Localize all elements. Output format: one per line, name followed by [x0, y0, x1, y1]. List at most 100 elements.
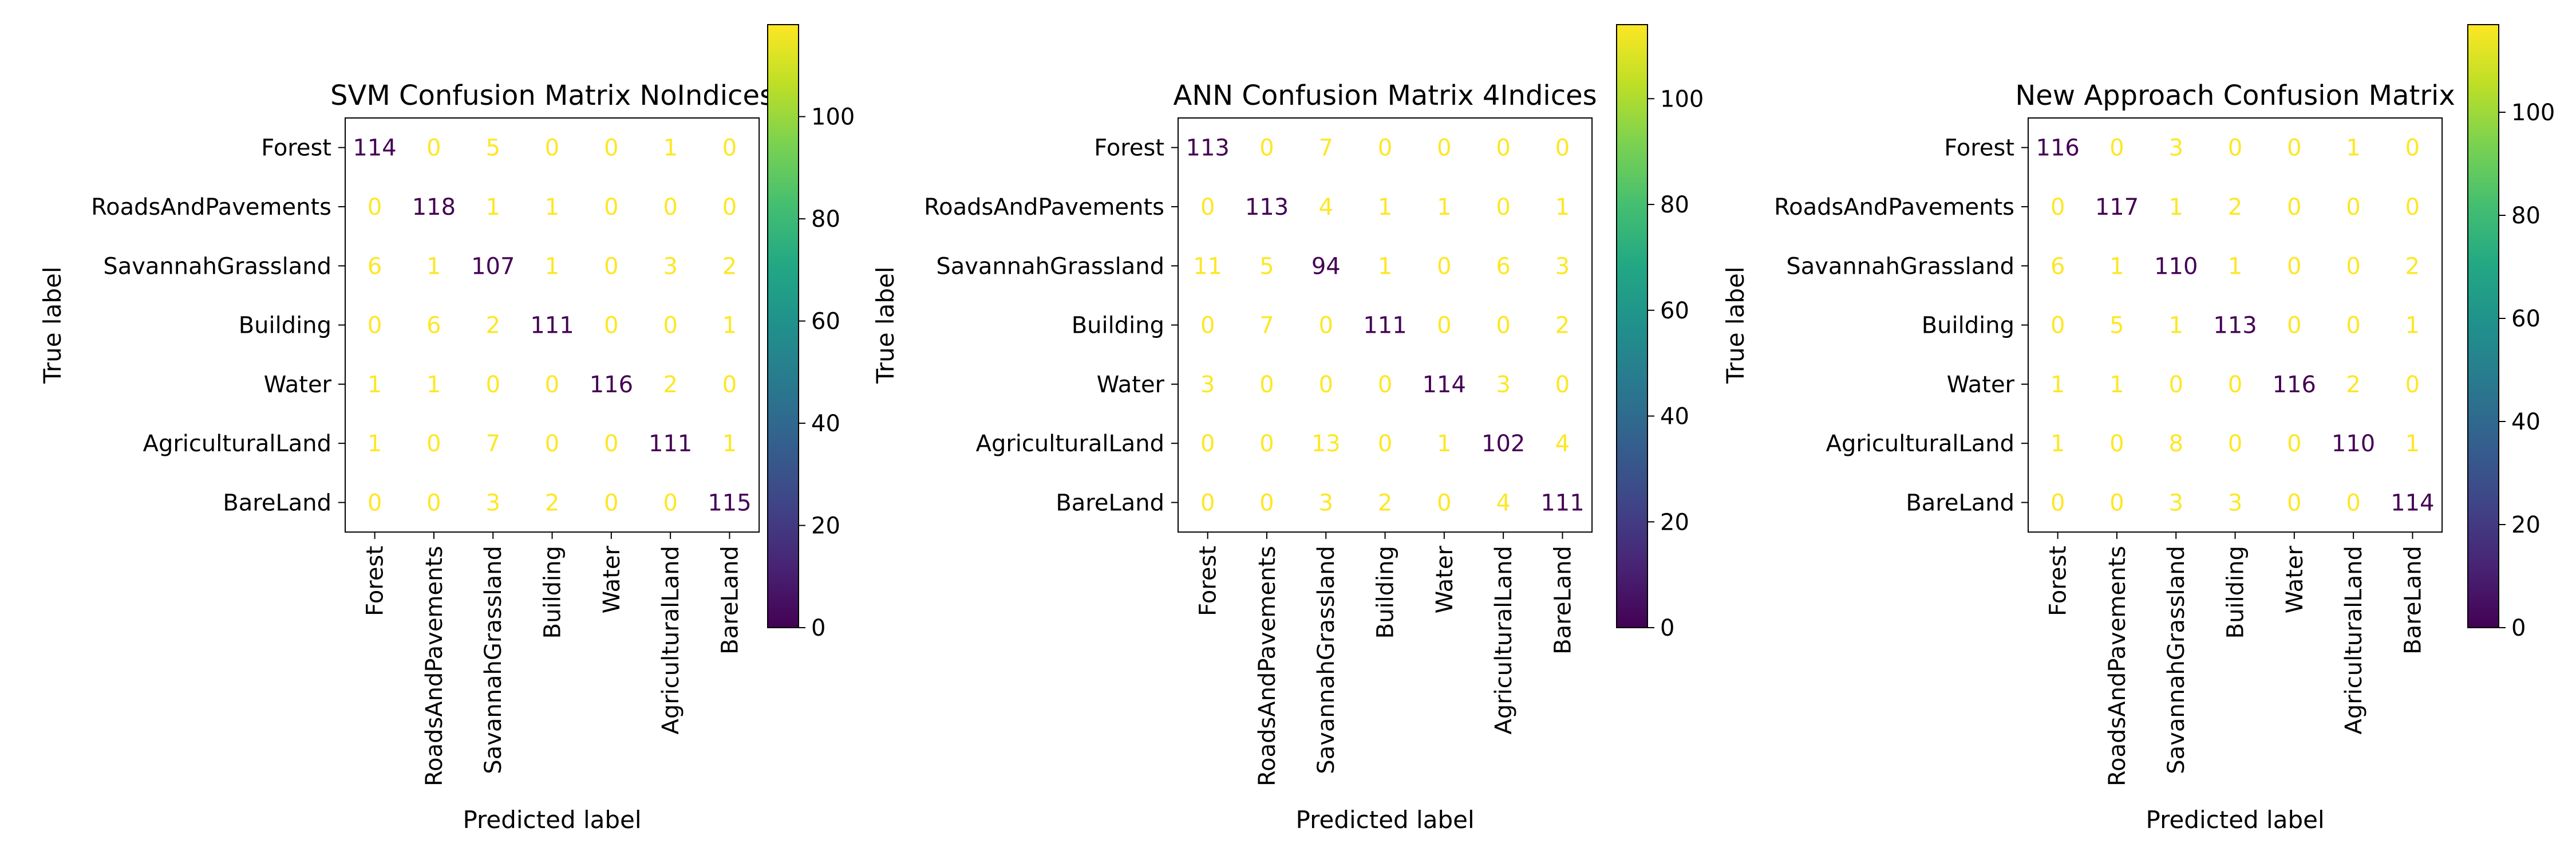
cell-value-label: 0 [2109, 490, 2124, 516]
cell-value-label: 4 [1319, 194, 1333, 220]
cell-value-label: 110 [2154, 253, 2198, 279]
cell-value-label: 0 [1437, 490, 1451, 516]
x-tick-label: Forest [362, 546, 389, 616]
colorbar-tick-label: 20 [2511, 512, 2541, 538]
cell-value-label: 2 [2228, 194, 2242, 220]
cell-value-label: 3 [2169, 490, 2183, 516]
cell-value-label: 113 [1245, 194, 1289, 220]
y-tick-label: RoadsAndPavements [924, 194, 1164, 220]
cell-value-label: 1 [1437, 194, 1451, 220]
cell-value-label: 0 [663, 194, 677, 220]
x-axis-label: Predicted label [463, 806, 641, 834]
x-tick-label: Forest [1195, 546, 1222, 616]
cell-value-label: 1 [2050, 372, 2065, 398]
cell-value-label: 117 [2095, 194, 2139, 220]
chart-title: New Approach Confusion Matrix [2015, 80, 2455, 112]
cell-value-label: 0 [604, 431, 618, 457]
cell-value-label: 111 [1540, 490, 1584, 516]
cell-value-label: 0 [663, 490, 677, 516]
y-tick-label: AgriculturalLand [143, 431, 331, 457]
cell-value-label: 7 [1259, 313, 1274, 339]
cell-value-label: 1 [545, 253, 559, 279]
cell-value-label: 0 [1437, 253, 1451, 279]
y-tick-label: SavannahGrassland [1786, 253, 2014, 279]
cell-value-label: 115 [708, 490, 751, 516]
chart-title: SVM Confusion Matrix NoIndices [330, 80, 774, 112]
cell-value-label: 0 [545, 372, 559, 398]
cell-value-label: 3 [1319, 490, 1333, 516]
cell-value-label: 0 [2287, 194, 2301, 220]
cell-value-label: 0 [2050, 490, 2065, 516]
cell-value-label: 7 [1319, 135, 1333, 161]
cell-value-label: 116 [2036, 135, 2080, 161]
cell-value-label: 11 [1193, 253, 1222, 279]
cell-value-label: 6 [2050, 253, 2065, 279]
colorbar [1616, 24, 1648, 628]
colorbar-tick-label: 20 [811, 513, 840, 539]
cell-value-label: 1 [1555, 194, 1570, 220]
x-tick-label: RoadsAndPavements [2104, 546, 2131, 786]
cell-value-label: 0 [368, 313, 382, 339]
x-tick-label: Water [2282, 546, 2308, 614]
cell-value-label: 0 [2287, 490, 2301, 516]
cell-value-label: 0 [1259, 372, 1274, 398]
cell-value-label: 116 [2273, 372, 2316, 398]
cell-value-label: 2 [486, 313, 500, 339]
cell-value-label: 0 [2228, 431, 2242, 457]
y-axis-label: True label [38, 266, 66, 384]
colorbar-tick-label: 0 [2511, 615, 2526, 641]
cell-value-label: 0 [722, 194, 737, 220]
cell-value-label: 1 [2109, 253, 2124, 279]
cell-value-label: 0 [1259, 431, 1274, 457]
cell-value-label: 1 [2346, 135, 2360, 161]
cell-value-label: 0 [2287, 431, 2301, 457]
cell-value-label: 0 [545, 135, 559, 161]
cell-value-label: 3 [1200, 372, 1215, 398]
y-tick-label: Forest [1944, 135, 2014, 161]
x-tick-label: BareLand [1550, 546, 1576, 655]
y-tick-label: Forest [261, 135, 331, 161]
cell-value-label: 0 [2346, 490, 2360, 516]
cell-value-label: 0 [2287, 313, 2301, 339]
cell-value-label: 114 [353, 135, 396, 161]
confusion-matrix-panel-1: 114 0 5 0 0 1 00 118 1 1 0 0 06 1 107 1 0 3 20 6 2 111 0 0 11 1 0 0… [38, 24, 855, 834]
cell-value-label: 1 [722, 313, 737, 339]
cell-value-label: 0 [2169, 372, 2183, 398]
colorbar-tick-label: 100 [811, 104, 855, 131]
cell-value-label: 111 [1363, 313, 1406, 339]
cell-value-label: 0 [2405, 372, 2420, 398]
cell-value-label: 6 [1496, 253, 1510, 279]
y-tick-label: SavannahGrassland [936, 253, 1164, 279]
cell-value-label: 0 [1496, 135, 1510, 161]
cell-value-label: 13 [1311, 431, 1341, 457]
cell-value-label: 3 [1555, 253, 1570, 279]
cell-value-label: 0 [1555, 135, 1570, 161]
cell-value-label: 0 [2405, 135, 2420, 161]
cell-value-label: 5 [2109, 313, 2124, 339]
cell-value-label: 0 [2346, 313, 2360, 339]
cell-value-label: 2 [2346, 372, 2360, 398]
cell-value-label: 0 [2287, 135, 2301, 161]
cell-value-label: 6 [426, 313, 441, 339]
cell-value-label: 1 [2405, 313, 2420, 339]
cell-value-label: 1 [368, 431, 382, 457]
y-tick-label: Water [1947, 372, 2015, 398]
y-tick-label: AgriculturalLand [1826, 431, 2014, 457]
cell-value-label: 0 [604, 253, 618, 279]
x-tick-label: AgriculturalLand [1491, 546, 1517, 734]
cell-value-label: 3 [1496, 372, 1510, 398]
cell-value-label: 0 [486, 372, 500, 398]
colorbar-tick-label: 60 [1660, 298, 1689, 324]
colorbar-tick-label: 80 [1660, 192, 1689, 218]
cell-value-label: 0 [368, 194, 382, 220]
colorbar [2467, 24, 2499, 628]
cell-value-label: 1 [545, 194, 559, 220]
cell-value-label: 1 [1378, 253, 1392, 279]
confusion-matrix-panel-2: 113 0 7 0 0 0 00 113 4 1 1 0 111 5 94 1 0 6 30 7 0 111 0 0 23 0 0 0… [871, 24, 1704, 834]
cell-value-label: 0 [722, 372, 737, 398]
cell-value-label: 4 [1496, 490, 1510, 516]
cell-value-label: 7 [486, 431, 500, 457]
cell-value-label: 0 [2405, 194, 2420, 220]
cell-value-label: 0 [2346, 253, 2360, 279]
colorbar-tick-label: 100 [1660, 86, 1704, 112]
